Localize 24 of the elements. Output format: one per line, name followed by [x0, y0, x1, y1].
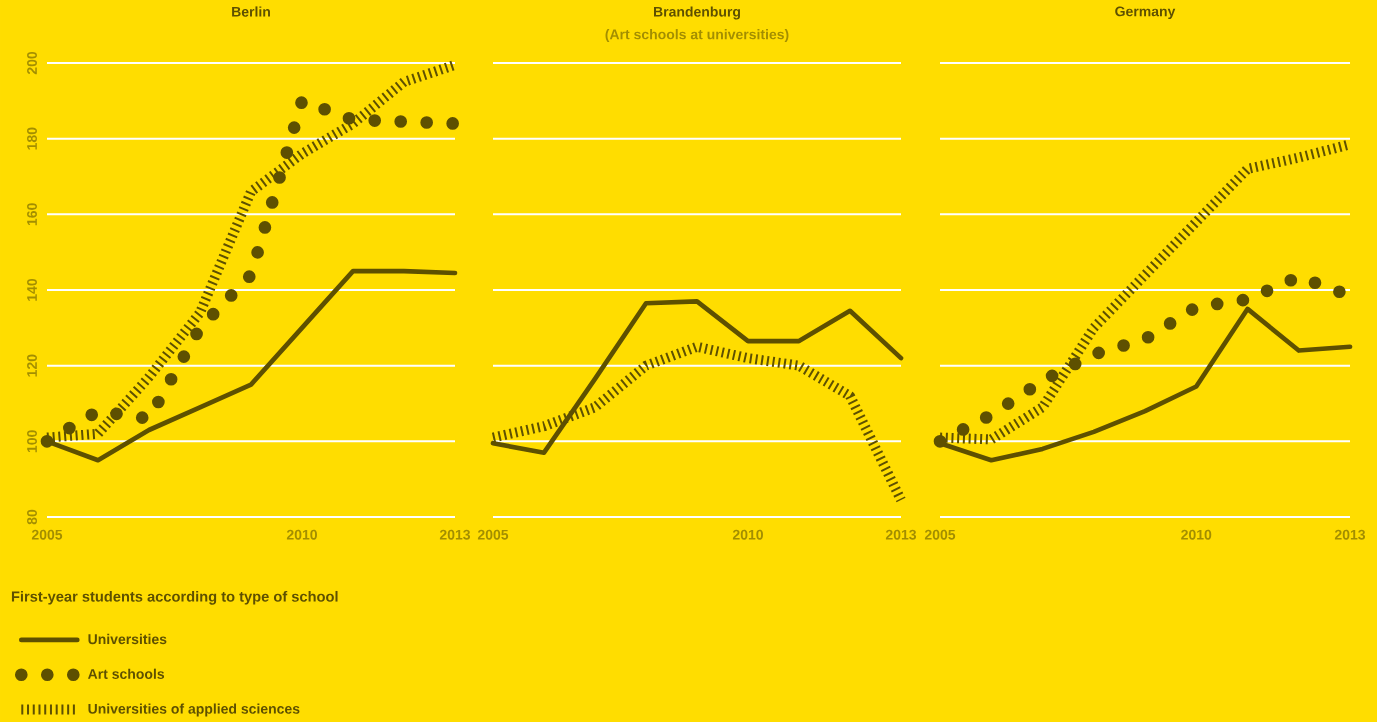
- y-tick-label: 200: [27, 51, 37, 75]
- legend-label: Universities of applied sciences: [88, 703, 300, 717]
- chart-subtitle: (Art schools at universities): [605, 29, 789, 43]
- y-tick-label: 120: [27, 354, 37, 377]
- x-tick-label: 2010: [286, 529, 317, 540]
- chart-title: Germany: [1115, 6, 1176, 20]
- x-tick-label: 2005: [31, 529, 63, 540]
- y-tick-label: 180: [27, 127, 37, 150]
- y-tick-label: 140: [27, 278, 37, 301]
- chart-title: Brandenburg: [654, 6, 741, 20]
- y-tick-label: 100: [27, 430, 37, 453]
- y-tick-label: 160: [27, 203, 37, 226]
- x-tick-label: 2005: [924, 529, 956, 540]
- x-tick-label: 2010: [732, 529, 763, 540]
- chart-title: Berlin: [232, 6, 270, 17]
- x-tick-label: 2005: [477, 529, 509, 540]
- x-tick-label: 2013: [885, 529, 917, 540]
- legend-title: First-year students according to type of school: [11, 590, 338, 605]
- legend-label: Universities: [88, 633, 167, 645]
- x-tick-label: 2013: [439, 529, 471, 540]
- x-tick-label: 2013: [1334, 529, 1366, 540]
- x-tick-label: 2010: [1181, 529, 1212, 540]
- y-tick-label: 80: [27, 509, 37, 525]
- legend-label: Art schools: [87, 668, 165, 679]
